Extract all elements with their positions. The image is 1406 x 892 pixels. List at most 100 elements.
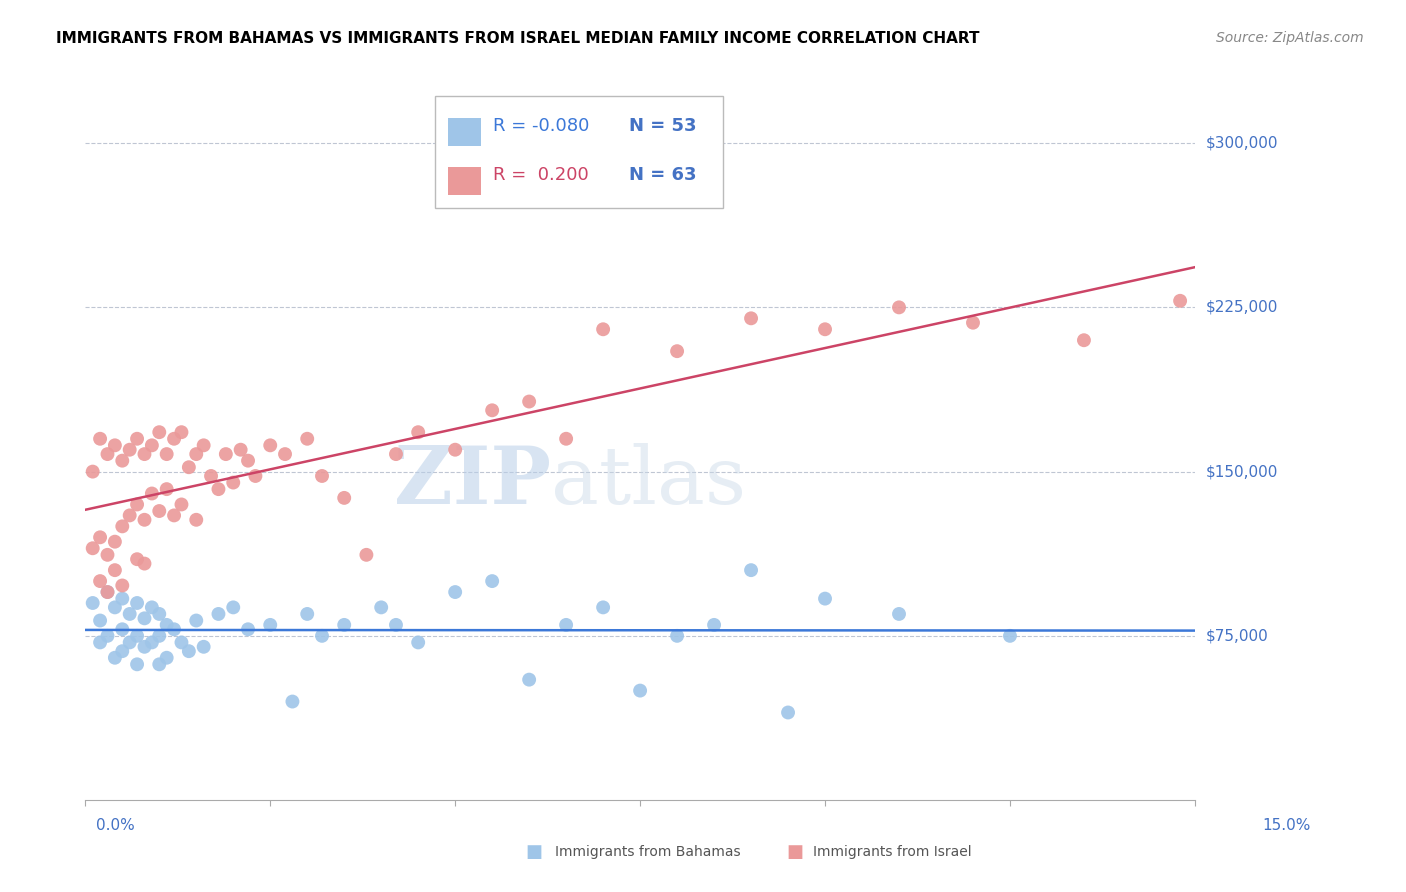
Point <box>82 596 104 610</box>
Point <box>104 600 127 615</box>
Point <box>163 622 186 636</box>
Point <box>134 447 156 461</box>
Point <box>96 585 118 599</box>
Text: ZIP: ZIP <box>394 443 551 521</box>
Point <box>297 432 319 446</box>
Point <box>141 438 163 452</box>
Point <box>89 635 111 649</box>
FancyBboxPatch shape <box>449 167 481 194</box>
Point <box>141 486 163 500</box>
Point <box>628 683 651 698</box>
Text: $150,000: $150,000 <box>1206 464 1278 479</box>
FancyBboxPatch shape <box>434 95 723 208</box>
Point <box>962 316 984 330</box>
Text: Immigrants from Bahamas: Immigrants from Bahamas <box>555 845 741 859</box>
Text: Immigrants from Israel: Immigrants from Israel <box>813 845 972 859</box>
Point <box>170 635 193 649</box>
Point <box>444 585 467 599</box>
Point <box>111 453 134 467</box>
Point <box>281 694 304 708</box>
Point <box>118 442 141 457</box>
Point <box>125 596 148 610</box>
Point <box>740 563 762 577</box>
Point <box>193 640 215 654</box>
Text: N = 63: N = 63 <box>628 166 696 184</box>
Point <box>104 563 127 577</box>
Point <box>406 635 429 649</box>
Point <box>125 498 148 512</box>
Point <box>274 447 297 461</box>
Point <box>406 425 429 440</box>
Point <box>356 548 378 562</box>
Point <box>555 618 578 632</box>
Text: $225,000: $225,000 <box>1206 300 1278 315</box>
Point <box>1168 293 1191 308</box>
Point <box>385 447 408 461</box>
Text: $75,000: $75,000 <box>1206 628 1268 643</box>
Point <box>333 491 356 505</box>
Point <box>111 578 134 592</box>
Point <box>245 469 267 483</box>
Point <box>236 453 259 467</box>
Text: ■: ■ <box>786 843 803 861</box>
Point <box>207 607 229 621</box>
Point <box>200 469 222 483</box>
Point <box>311 629 333 643</box>
Point <box>111 644 134 658</box>
Point <box>517 673 540 687</box>
Text: R =  0.200: R = 0.200 <box>492 166 588 184</box>
Point <box>814 322 837 336</box>
Point <box>555 432 578 446</box>
Point <box>481 574 503 588</box>
Point <box>141 635 163 649</box>
Point <box>186 614 208 628</box>
Point <box>96 447 118 461</box>
Point <box>134 557 156 571</box>
Point <box>229 442 252 457</box>
Point <box>125 552 148 566</box>
Point <box>259 438 281 452</box>
Point <box>134 640 156 654</box>
Point <box>111 519 134 533</box>
Point <box>193 438 215 452</box>
Point <box>186 513 208 527</box>
Text: Source: ZipAtlas.com: Source: ZipAtlas.com <box>1216 31 1364 45</box>
Point <box>177 460 200 475</box>
Point <box>740 311 762 326</box>
Point <box>96 629 118 643</box>
Point <box>998 629 1021 643</box>
Point <box>222 600 245 615</box>
Point <box>370 600 392 615</box>
Point <box>104 534 127 549</box>
Point <box>148 607 170 621</box>
Point <box>156 618 179 632</box>
Point <box>222 475 245 490</box>
Point <box>89 614 111 628</box>
Point <box>89 432 111 446</box>
Point <box>385 618 408 632</box>
Point <box>118 607 141 621</box>
Point <box>517 394 540 409</box>
Point <box>104 438 127 452</box>
Point <box>148 504 170 518</box>
Point <box>104 650 127 665</box>
Point <box>776 706 799 720</box>
Point <box>297 607 319 621</box>
FancyBboxPatch shape <box>449 118 481 145</box>
Point <box>156 447 179 461</box>
Text: 15.0%: 15.0% <box>1263 818 1310 832</box>
Point <box>125 432 148 446</box>
Point <box>125 657 148 672</box>
Point <box>82 541 104 556</box>
Point <box>887 301 910 315</box>
Point <box>177 644 200 658</box>
Point <box>148 657 170 672</box>
Point <box>134 513 156 527</box>
Point <box>96 585 118 599</box>
Point <box>170 425 193 440</box>
Text: ■: ■ <box>526 843 543 861</box>
Point <box>148 425 170 440</box>
Point <box>592 600 614 615</box>
Point <box>666 344 689 359</box>
Point <box>134 611 156 625</box>
